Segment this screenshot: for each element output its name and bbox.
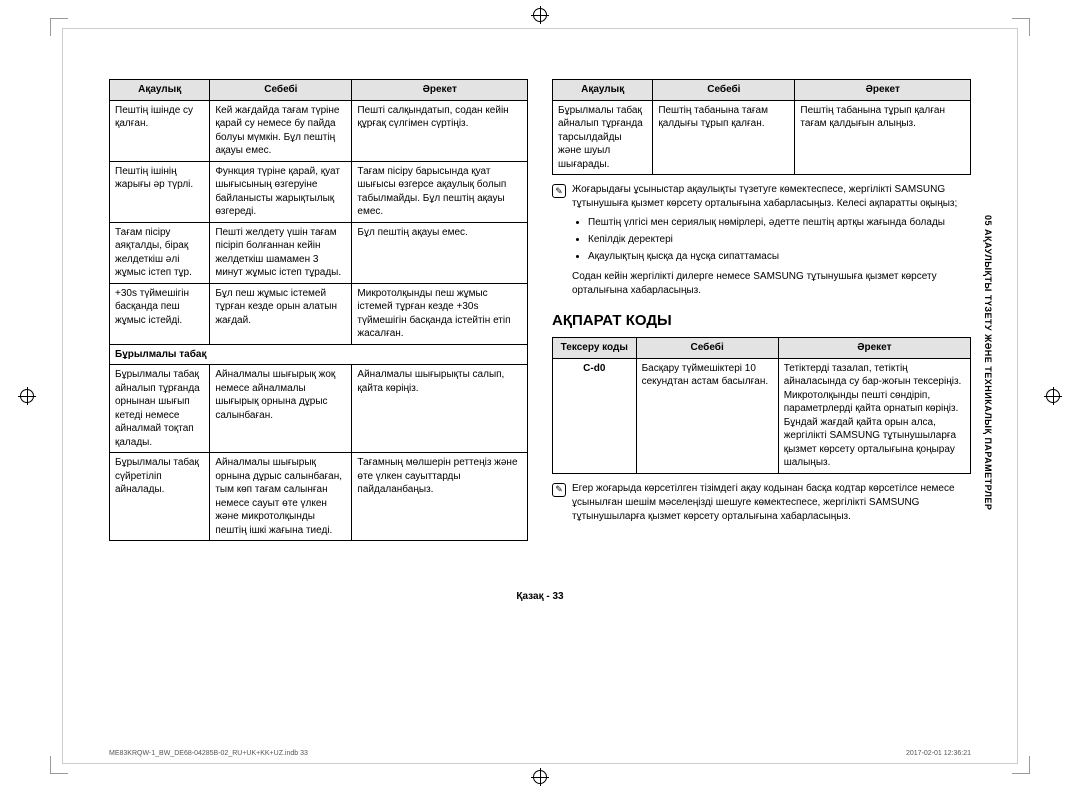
section-title: АҚПАРАТ КОДЫ [552, 312, 971, 329]
note-block: ✎ Жоғарыдағы ұсыныстар ақаулықты түзетуг… [552, 183, 971, 298]
troubleshoot-table-left: Ақаулық Себебі Әрекет Пештің ішінде су қ… [109, 79, 528, 541]
th-problem: Ақаулық [110, 80, 210, 101]
cell-cause: Айналмалы шығырық орнына дұрыс салынбаға… [210, 453, 352, 541]
table-row: Бұрылмалы табақ сүйретіліп айналады. Айн… [110, 453, 528, 541]
table-row: Тағам пісіру аяқталды, бірақ желдеткіш ә… [110, 222, 528, 283]
table-row: Бұрылмалы табақ айналып тұрғанда тарсылд… [553, 100, 971, 175]
page-number: Қазақ - 33 [109, 591, 971, 602]
note-block: ✎ Егер жоғарыда көрсетілген тізімдегі ақ… [552, 482, 971, 524]
cell-problem: Пештің ішінің жарығы әр түрлі. [110, 161, 210, 222]
table-row: C-d0 Басқару түймешіктері 10 секундтан а… [553, 358, 971, 473]
th-cause: Себебі [210, 80, 352, 101]
cell-cause: Пештің табанына тағам қалдығы тұрып қалғ… [653, 100, 795, 175]
footer-right: 2017-02-01 12:36:21 [906, 750, 971, 757]
cell-cause: Айналмалы шығырық жоқ немесе айналмалы ш… [210, 365, 352, 453]
cell-code: C-d0 [553, 358, 637, 473]
two-column-layout: Ақаулық Себебі Әрекет Пештің ішінде су қ… [109, 79, 971, 549]
cell-cause: Бұл пеш жұмыс істемей тұрған кезде орын … [210, 283, 352, 344]
note-icon: ✎ [552, 483, 566, 497]
cell-action: Тетіктерді тазалап, тетіктің айналасында… [778, 358, 970, 473]
cell-cause: Пешті желдету үшін тағам пісіріп болғанн… [210, 222, 352, 283]
page-frame: 05 АҚАУЛЫҚТЫ ТҮЗЕТУ ЖӘНЕ ТЕХНИКАЛЫҚ ПАРА… [62, 28, 1018, 764]
footer-left: ME83KRQW-1_BW_DE68-04285B-02_RU+UK+KK+UZ… [109, 750, 308, 757]
cell-cause: Басқару түймешіктері 10 секундтан астам … [636, 358, 778, 473]
cell-action: Пешті салқындатып, содан кейін құрғақ сү… [352, 100, 528, 161]
table-row: +30s түймешігін басқанда пеш жұмыс істей… [110, 283, 528, 344]
cell-action: Тағам пісіру барысында қуат шығысы өзгер… [352, 161, 528, 222]
note-line: Содан кейін жергілікті дилерге немесе SA… [572, 270, 971, 298]
th-code: Тексеру коды [553, 338, 637, 359]
cell-cause: Кей жағдайда тағам түріне қарай су немес… [210, 100, 352, 161]
cell-problem: Бұрылмалы табақ сүйретіліп айналады. [110, 453, 210, 541]
cell-action: Пештің табанына тұрып қалған тағам қалды… [795, 100, 971, 175]
registration-mark [533, 770, 547, 784]
cell-problem: +30s түймешігін басқанда пеш жұмыс істей… [110, 283, 210, 344]
cell-problem: Пештің ішінде су қалған. [110, 100, 210, 161]
cell-cause: Функция түріне қарай, қуат шығысының өзг… [210, 161, 352, 222]
troubleshoot-table-right: Ақаулық Себебі Әрекет Бұрылмалы табақ ай… [552, 79, 971, 175]
cell-action: Бұл пештің ақауы емес. [352, 222, 528, 283]
registration-mark [1046, 389, 1060, 403]
th-problem: Ақаулық [553, 80, 653, 101]
th-cause: Себебі [636, 338, 778, 359]
table-row: Бұрылмалы табақ айналып тұрғанда орнынан… [110, 365, 528, 453]
cell-problem: Бұрылмалы табақ айналып тұрғанда орнынан… [110, 365, 210, 453]
th-action: Әрекет [795, 80, 971, 101]
cell-action: Тағамның мөлшерін реттеңіз және өте үлке… [352, 453, 528, 541]
registration-mark [533, 8, 547, 22]
note-text: Егер жоғарыда көрсетілген тізімдегі ақау… [572, 482, 971, 524]
cell-problem: Бұрылмалы табақ айналып тұрғанда тарсылд… [553, 100, 653, 175]
list-item: Пештің үлгісі мен сериялық нөмірлері, әд… [588, 215, 971, 230]
note-line: Жоғарыдағы ұсыныстар ақаулықты түзетуге … [572, 183, 971, 211]
section-side-label: 05 АҚАУЛЫҚТЫ ТҮЗЕТУ ЖӘНЕ ТЕХНИКАЛЫҚ ПАРА… [983, 215, 993, 510]
cell-action: Микротолқынды пеш жұмыс істемей тұрған к… [352, 283, 528, 344]
note-icon: ✎ [552, 184, 566, 198]
note-bullets: Пештің үлгісі мен сериялық нөмірлері, әд… [588, 215, 971, 264]
right-column: Ақаулық Себебі Әрекет Бұрылмалы табақ ай… [552, 79, 971, 549]
cell-problem: Тағам пісіру аяқталды, бірақ желдеткіш ә… [110, 222, 210, 283]
th-action: Әрекет [352, 80, 528, 101]
subhead-label: Бұрылмалы табақ [110, 344, 528, 365]
list-item: Ақаулықтың қысқа да нұсқа сипаттамасы [588, 249, 971, 264]
info-code-table: Тексеру коды Себебі Әрекет C-d0 Басқару … [552, 337, 971, 474]
left-column: Ақаулық Себебі Әрекет Пештің ішінде су қ… [109, 79, 528, 549]
th-cause: Себебі [653, 80, 795, 101]
note-text: Жоғарыдағы ұсыныстар ақаулықты түзетуге … [572, 183, 971, 298]
table-row: Пештің ішінің жарығы әр түрлі. Функция т… [110, 161, 528, 222]
cell-action: Айналмалы шығырықты салып, қайта көріңіз… [352, 365, 528, 453]
list-item: Кепілдік деректері [588, 232, 971, 247]
table-subhead: Бұрылмалы табақ [110, 344, 528, 365]
table-row: Пештің ішінде су қалған. Кей жағдайда та… [110, 100, 528, 161]
print-footer: ME83KRQW-1_BW_DE68-04285B-02_RU+UK+KK+UZ… [109, 750, 971, 757]
th-action: Әрекет [778, 338, 970, 359]
registration-mark [20, 389, 34, 403]
